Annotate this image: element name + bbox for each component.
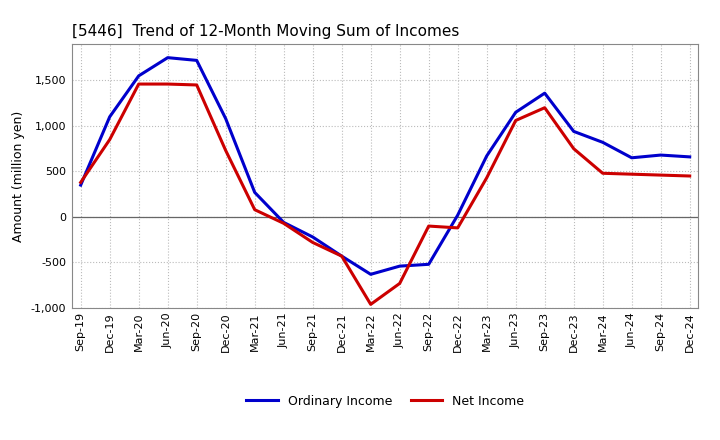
Net Income bbox=[657, 172, 665, 178]
Net Income bbox=[395, 281, 404, 286]
Legend: Ordinary Income, Net Income: Ordinary Income, Net Income bbox=[241, 390, 529, 413]
Ordinary Income bbox=[366, 271, 375, 277]
Ordinary Income bbox=[192, 58, 201, 63]
Ordinary Income bbox=[541, 91, 549, 96]
Ordinary Income bbox=[105, 114, 114, 120]
Ordinary Income bbox=[657, 152, 665, 158]
Net Income bbox=[308, 240, 317, 245]
Net Income bbox=[454, 225, 462, 231]
Y-axis label: Amount (million yen): Amount (million yen) bbox=[12, 110, 25, 242]
Line: Net Income: Net Income bbox=[81, 84, 690, 304]
Line: Ordinary Income: Ordinary Income bbox=[81, 58, 690, 274]
Net Income bbox=[279, 221, 288, 226]
Ordinary Income bbox=[482, 153, 491, 158]
Ordinary Income bbox=[135, 73, 143, 78]
Net Income bbox=[105, 137, 114, 142]
Ordinary Income bbox=[279, 220, 288, 225]
Ordinary Income bbox=[338, 253, 346, 259]
Net Income bbox=[135, 81, 143, 87]
Ordinary Income bbox=[163, 55, 172, 60]
Ordinary Income bbox=[76, 183, 85, 188]
Net Income bbox=[598, 171, 607, 176]
Net Income bbox=[76, 180, 85, 185]
Ordinary Income bbox=[251, 190, 259, 195]
Net Income bbox=[424, 224, 433, 229]
Net Income bbox=[627, 172, 636, 177]
Ordinary Income bbox=[308, 235, 317, 240]
Ordinary Income bbox=[685, 154, 694, 160]
Net Income bbox=[685, 173, 694, 179]
Ordinary Income bbox=[395, 264, 404, 269]
Text: [5446]  Trend of 12-Month Moving Sum of Incomes: [5446] Trend of 12-Month Moving Sum of I… bbox=[72, 24, 459, 39]
Ordinary Income bbox=[424, 262, 433, 267]
Net Income bbox=[366, 302, 375, 307]
Ordinary Income bbox=[454, 213, 462, 218]
Net Income bbox=[251, 207, 259, 213]
Ordinary Income bbox=[627, 155, 636, 161]
Ordinary Income bbox=[570, 129, 578, 134]
Net Income bbox=[192, 82, 201, 88]
Ordinary Income bbox=[511, 110, 520, 115]
Net Income bbox=[338, 253, 346, 259]
Net Income bbox=[482, 175, 491, 180]
Ordinary Income bbox=[598, 139, 607, 145]
Net Income bbox=[511, 118, 520, 123]
Ordinary Income bbox=[221, 116, 230, 121]
Net Income bbox=[541, 105, 549, 110]
Net Income bbox=[570, 146, 578, 151]
Net Income bbox=[221, 148, 230, 153]
Net Income bbox=[163, 81, 172, 87]
